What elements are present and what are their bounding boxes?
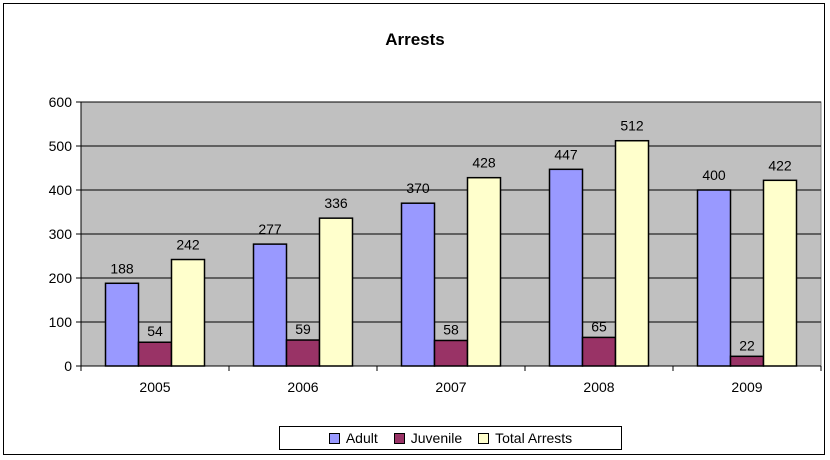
y-tick-label: 200 [49, 270, 73, 286]
bar-adult-2006 [252, 243, 288, 367]
legend-swatch-adult [328, 432, 340, 444]
data-label: 242 [176, 237, 200, 253]
y-tick-label: 400 [49, 182, 73, 198]
legend-item-juvenile: Juvenile [393, 430, 463, 446]
bar-total-arrests-2007 [466, 176, 502, 367]
bar-adult-2009 [696, 189, 732, 367]
legend-label-juvenile: Juvenile [410, 430, 463, 446]
data-label: 400 [702, 167, 726, 183]
y-axis: 0 100 200 300 400 500 600 [49, 94, 82, 374]
data-label: 512 [620, 118, 644, 134]
data-label: 370 [406, 180, 430, 196]
bar-total-arrests-2008 [614, 139, 650, 367]
x-axis: 2005 2006 2007 2008 2009 [80, 365, 822, 395]
bars [104, 139, 798, 367]
data-label: 59 [295, 321, 311, 337]
data-label: 65 [591, 318, 607, 334]
data-label: 188 [110, 260, 134, 276]
data-labels: 188 54 242 277 59 336 370 58 428 447 65 512 400 22 422 [110, 118, 792, 354]
bar-juvenile-2006 [285, 339, 321, 367]
legend-label-total-arrests: Total Arrests [495, 430, 573, 446]
x-tick-label: 2006 [287, 379, 318, 395]
data-label: 277 [258, 221, 282, 237]
bar-total-arrests-2006 [318, 217, 354, 367]
data-label: 22 [739, 337, 755, 353]
bar-juvenile-2005 [137, 341, 173, 367]
bar-adult-2005 [104, 282, 140, 367]
bar-juvenile-2008 [581, 336, 617, 367]
x-tick-label: 2005 [139, 379, 170, 395]
bar-juvenile-2007 [433, 339, 469, 367]
data-label: 54 [147, 323, 163, 339]
legend-swatch-total-arrests [478, 432, 490, 444]
legend-item-adult: Adult [328, 430, 378, 446]
y-tick-label: 500 [49, 138, 73, 154]
bar-adult-2007 [400, 202, 436, 367]
x-tick-label: 2008 [583, 379, 614, 395]
bar-total-arrests-2005 [170, 258, 206, 367]
chart-title: Arrests [385, 30, 445, 49]
data-label: 422 [768, 157, 792, 173]
bar-juvenile-2009 [729, 355, 765, 367]
y-tick-label: 600 [49, 94, 73, 110]
x-tick-label: 2007 [435, 379, 466, 395]
legend: Adult Juvenile Total Arrests [279, 426, 622, 450]
data-label: 336 [324, 195, 348, 211]
legend-swatch-juvenile [393, 432, 405, 444]
legend-item-total-arrests: Total Arrests [478, 430, 572, 446]
data-label: 428 [472, 155, 496, 171]
bar-adult-2008 [548, 168, 584, 367]
y-tick-label: 0 [64, 358, 72, 374]
bar-total-arrests-2009 [762, 179, 798, 367]
legend-label-adult: Adult [345, 430, 378, 446]
y-tick-label: 100 [49, 314, 73, 330]
data-label: 58 [443, 321, 459, 337]
data-label: 447 [554, 146, 578, 162]
y-tick-label: 300 [49, 226, 73, 242]
x-tick-label: 2009 [731, 379, 762, 395]
